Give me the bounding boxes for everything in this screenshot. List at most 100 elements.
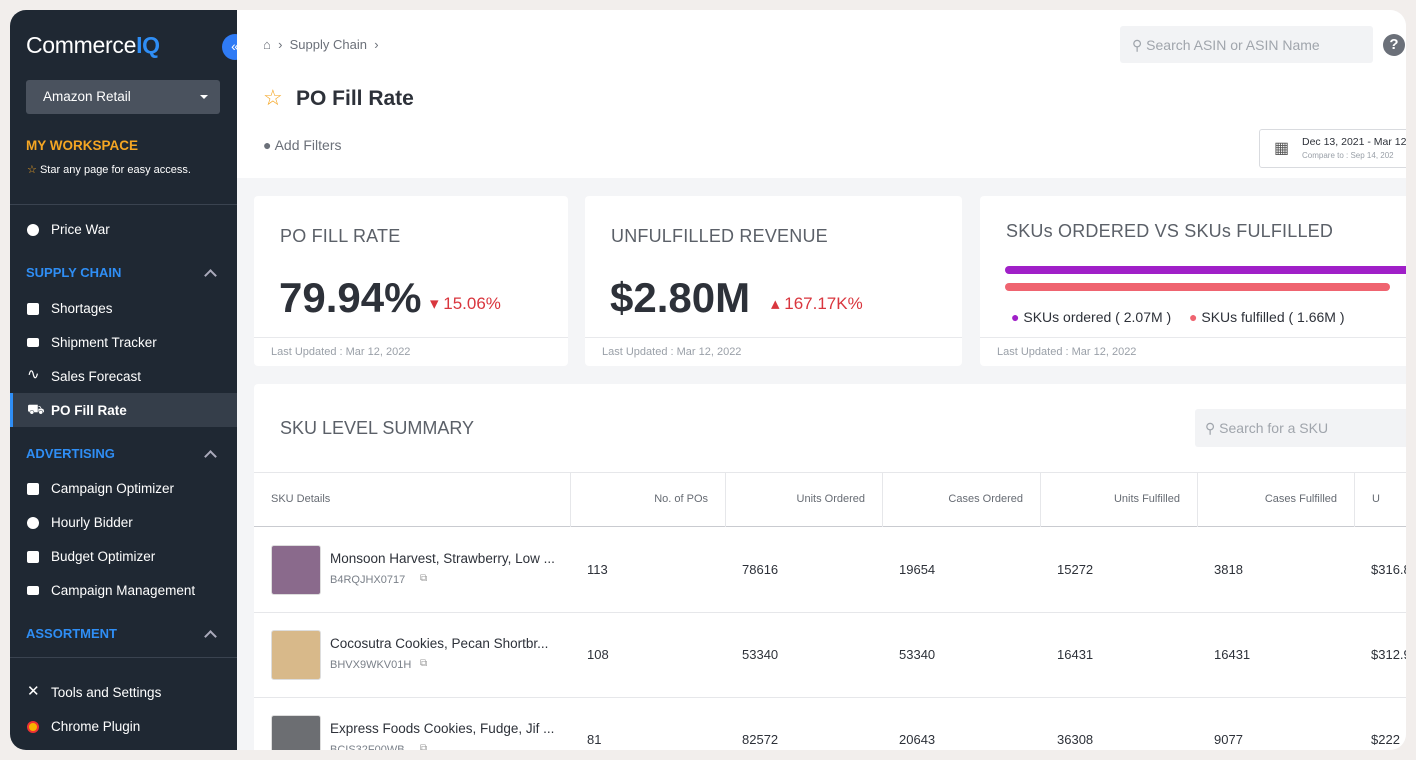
nav-item[interactable]: Price War <box>51 222 110 237</box>
workspace-title: MY WORKSPACE <box>26 138 139 153</box>
product-name[interactable]: Cocosutra Cookies, Pecan Shortbr... <box>330 636 549 651</box>
sidebar <box>10 10 237 750</box>
metric-card: PO FILL RATE 79.94% ▾ 15.06% Last Update… <box>254 196 568 366</box>
asin-search[interactable]: ⚲ Search ASIN or ASIN Name <box>1120 26 1373 63</box>
card-value: $2.80M <box>610 274 751 321</box>
hint-text: Star any page for easy access. <box>39 164 191 176</box>
legend-text: SKUs ordered ( 2.07M ) <box>1023 309 1172 325</box>
table-cell: 82572 <box>742 732 779 747</box>
table-cell: 16431 <box>1057 647 1094 662</box>
icon <box>27 338 39 347</box>
active-item-bg <box>10 393 237 427</box>
row-divider <box>254 697 1406 698</box>
account-select[interactable]: Amazon Retail <box>26 80 220 114</box>
product-name[interactable]: Express Foods Cookies, Fudge, Jif ... <box>330 721 555 736</box>
table-title: SKU LEVEL SUMMARY <box>280 418 475 438</box>
icon: ∿ <box>27 366 40 383</box>
breadcrumb: ⌂ › Supply Chain › <box>263 37 379 52</box>
metric-card: SKUs ORDERED VS SKUs FULFILLED ● SKUs or… <box>980 196 1406 366</box>
divider <box>254 526 1406 527</box>
icon: ✕ <box>27 683 40 700</box>
divider <box>10 204 237 205</box>
nav-item[interactable]: Campaign Management <box>51 583 196 598</box>
table-cell: 19654 <box>899 562 936 577</box>
copy-icon: ⧉ <box>420 743 428 754</box>
icon: ⛟ <box>27 401 45 417</box>
row-divider <box>254 612 1406 613</box>
star-icon[interactable]: ☆ <box>263 85 283 110</box>
help-button[interactable]: ? <box>1383 34 1405 56</box>
table-cell: 53340 <box>899 647 936 662</box>
section-title[interactable]: SUPPLY CHAIN <box>26 265 122 280</box>
copy-icon: ⧉ <box>420 658 428 669</box>
table-cell: $222 <box>1371 732 1400 747</box>
table-cell: 78616 <box>742 562 779 577</box>
table-cell: $316.8 <box>1371 562 1411 577</box>
logo: CommerceIQ <box>26 32 160 59</box>
icon <box>27 551 39 563</box>
nav-item[interactable]: Sales Forecast <box>51 369 142 384</box>
column-header[interactable]: Units Ordered <box>725 472 882 527</box>
nav-item[interactable]: Chrome Plugin <box>51 719 141 734</box>
nav-item[interactable]: Campaign Optimizer <box>51 481 175 496</box>
legend-item: ● SKUs ordered ( 2.07M ) <box>1011 309 1172 325</box>
section-title[interactable]: ASSORTMENT <box>26 626 117 641</box>
sku-search[interactable]: ⚲ Search for a SKU <box>1195 409 1406 447</box>
asin: BHVX9WKV01H <box>330 659 412 671</box>
table-cell: 36308 <box>1057 732 1094 747</box>
ordered-bar <box>1005 266 1406 274</box>
table-cell: $312.9 <box>1371 647 1411 662</box>
column-header[interactable]: Cases Ordered <box>882 472 1040 527</box>
add-filters[interactable]: ● Add Filters <box>263 137 342 153</box>
change-text: 167.17K% <box>784 294 863 313</box>
table-cell: 3818 <box>1214 562 1243 577</box>
add-filters-text: Add Filters <box>274 137 342 153</box>
column-header[interactable]: No. of POs <box>570 472 725 527</box>
table-cell: 16431 <box>1214 647 1251 662</box>
search-placeholder: Search for a SKU <box>1219 420 1329 436</box>
icon <box>27 483 39 495</box>
copy-icon: ⧉ <box>420 573 428 584</box>
nav-item[interactable]: Shipment Tracker <box>51 335 157 350</box>
table-cell: 15272 <box>1057 562 1094 577</box>
column-header[interactable]: Cases Fulfilled <box>1197 472 1354 527</box>
section-title[interactable]: ADVERTISING <box>26 446 115 461</box>
dropdown-caret <box>200 95 208 103</box>
nav-item[interactable]: PO Fill Rate <box>51 403 127 418</box>
legend-item: ● SKUs fulfilled ( 1.66M ) <box>1189 309 1345 325</box>
product-image <box>271 630 321 680</box>
column-header[interactable]: SKU Details <box>271 493 331 505</box>
column-header[interactable]: U <box>1354 472 1406 527</box>
card-value: 79.94% <box>279 274 422 321</box>
search-placeholder: Search ASIN or ASIN Name <box>1146 37 1320 53</box>
product-image <box>271 545 321 595</box>
nav-item[interactable]: Budget Optimizer <box>51 549 156 564</box>
asin: B4RQJHX0717 <box>330 574 406 586</box>
page-title: PO Fill Rate <box>296 87 414 110</box>
nav-item[interactable]: Hourly Bidder <box>51 515 133 530</box>
calendar-icon: ▦ <box>1274 140 1290 157</box>
table-cell: 108 <box>587 647 609 662</box>
divider <box>10 657 237 658</box>
date-picker[interactable]: ▦ Dec 13, 2021 - Mar 12 Compare to : Sep… <box>1259 129 1406 168</box>
column-header[interactable]: Units Fulfilled <box>1040 472 1197 527</box>
workspace-hint: ☆ Star any page for easy access. <box>27 164 191 176</box>
card-title: SKUs ORDERED VS SKUs FULFILLED <box>1006 221 1334 241</box>
card-title: UNFULFILLED REVENUE <box>611 226 828 246</box>
nav-item[interactable]: Tools and Settings <box>51 685 162 700</box>
nav-item[interactable]: Shortages <box>51 301 113 316</box>
table-cell: 9077 <box>1214 732 1243 747</box>
card-title: PO FILL RATE <box>280 226 401 246</box>
logo-accent: IQ <box>136 32 160 58</box>
compare-range: Compare to : Sep 14, 202 <box>1302 151 1394 160</box>
icon <box>27 224 39 236</box>
icon <box>27 586 39 595</box>
card-updated: Last Updated : Mar 12, 2022 <box>980 337 1406 358</box>
icon <box>27 517 39 529</box>
card-change: ▴ 167.17K% <box>771 294 863 313</box>
legend-text: SKUs fulfilled ( 1.66M ) <box>1201 309 1345 325</box>
product-name[interactable]: Monsoon Harvest, Strawberry, Low ... <box>330 551 555 566</box>
breadcrumb-item[interactable]: Supply Chain <box>289 37 367 52</box>
